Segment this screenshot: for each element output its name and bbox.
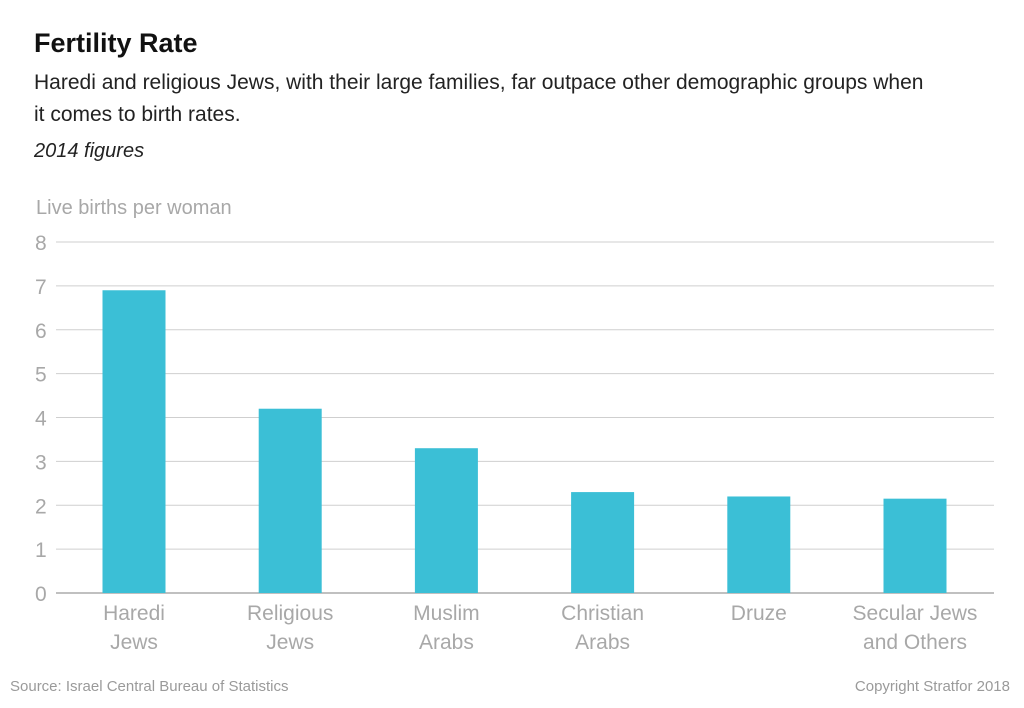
y-tick-label-0: 0 xyxy=(35,583,47,606)
bar-6 xyxy=(883,498,947,593)
bar-2 xyxy=(258,408,322,593)
y-tick-label-4: 4 xyxy=(35,408,47,431)
y-tick-label-6: 6 xyxy=(35,320,47,343)
x-tick-label-4-line-1: Christian xyxy=(561,602,644,625)
chart-title: Fertility Rate xyxy=(34,28,198,58)
chart-subtitle: Haredi and religious Jews, with their la… xyxy=(34,71,924,126)
bar-3 xyxy=(414,448,478,593)
x-tick-label-2-line-2: Jews xyxy=(266,631,314,654)
x-tick-label-6-line-2: and Others xyxy=(863,631,967,654)
y-tick-label-3: 3 xyxy=(35,451,47,474)
x-tick-label-1-line-2: Jews xyxy=(110,631,158,654)
x-tick-label-5-line-1: Druze xyxy=(731,602,787,625)
y-tick-label-5: 5 xyxy=(35,364,47,387)
y-tick-label-7: 7 xyxy=(35,276,47,299)
x-tick-label-2-line-1: Religious xyxy=(247,602,333,625)
x-tick-label-6-line-1: Secular Jews xyxy=(853,602,978,625)
bar-5 xyxy=(727,496,791,593)
bar-4 xyxy=(571,492,635,593)
source-note: Source: Israel Central Bureau of Statist… xyxy=(10,678,289,695)
y-tick-label-2: 2 xyxy=(35,495,47,518)
bar-1 xyxy=(102,290,166,593)
x-tick-label-3-line-2: Arabs xyxy=(419,631,474,654)
y-tick-label-1: 1 xyxy=(35,539,47,562)
x-tick-label-4-line-2: Arabs xyxy=(575,631,630,654)
y-tick-label-8: 8 xyxy=(35,232,47,255)
y-axis-label: Live births per woman xyxy=(36,197,232,219)
chart-note: 2014 figures xyxy=(34,140,145,162)
x-tick-label-3-line-1: Muslim xyxy=(413,602,480,625)
copyright-note: Copyright Stratfor 2018 xyxy=(854,678,1010,695)
x-tick-label-1-line-1: Haredi xyxy=(103,602,165,625)
